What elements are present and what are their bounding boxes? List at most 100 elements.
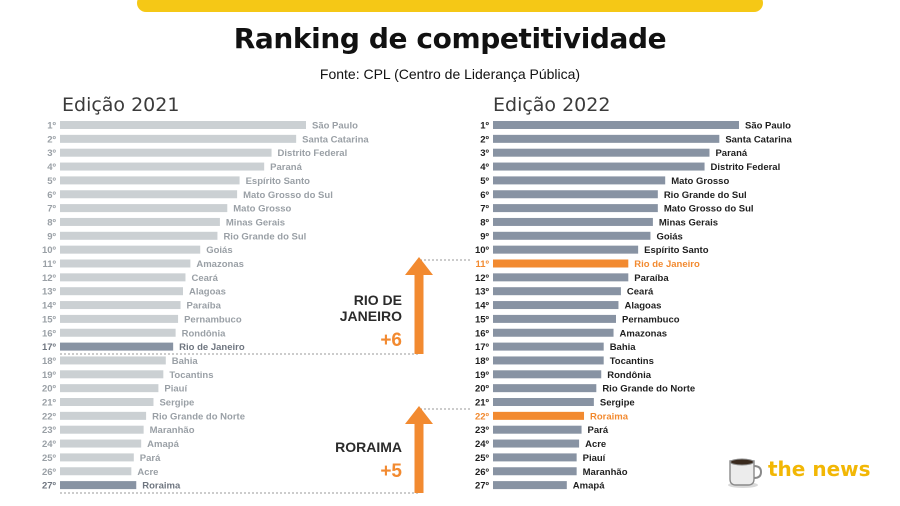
rank-label: 20º [475,384,490,395]
rank-label: 8º [480,217,489,228]
rank-label: 22º [42,411,57,422]
rank-label: 15º [475,314,490,325]
bar [60,217,220,226]
bar [493,190,658,199]
panel-2021: 1º São Paulo 2º Santa Catarina 3º Distrito Fe… [42,121,369,492]
state-label: Distrito Federal [711,162,781,173]
state-label: Distrito Federal [278,148,348,159]
rank-label: 14º [42,301,57,312]
state-label: Rondônia [182,328,227,339]
state-label: Mato Grosso do Sul [243,190,333,201]
rank-label: 17º [475,342,490,353]
bar [493,453,577,462]
bar [60,328,176,337]
rank-label: 19º [475,370,490,381]
bar [493,204,658,213]
bar [60,370,164,379]
bar [60,190,238,199]
annotation-label: RIO DE JANEIRO [339,292,402,324]
rank-label: 9º [47,231,56,242]
bar [493,439,580,448]
bar [493,301,619,310]
source-note: Fonte: CPL (Centro de Liderança Pública) [319,66,581,82]
roraima-annotation: RORAIMA +5 [290,439,402,483]
rank-label: 13º [42,287,57,298]
rank-label: 5º [480,176,489,187]
bar [60,231,218,240]
rank-label: 2º [47,134,56,145]
state-label: Rondônia [607,370,652,381]
bar [60,342,174,351]
rank-label: 26º [42,467,57,478]
state-label: Acre [585,439,606,450]
bar [60,148,272,157]
state-label: Maranhão [583,467,628,478]
bar [493,384,597,393]
state-label: Espírito Santo [644,245,709,256]
rank-label: 15º [42,314,57,325]
state-label: Tocantins [169,370,213,381]
bar [60,467,132,476]
bar [60,453,134,462]
state-label: Minas Gerais [659,217,718,228]
state-label: Roraima [142,481,181,492]
state-label: Amapá [573,481,605,492]
rank-label: 6º [480,190,489,201]
bar [60,287,183,296]
rank-label: 7º [47,204,56,215]
rank-label: 21º [42,398,57,409]
annotation-delta: +5 [380,461,402,482]
state-label: Mato Grosso [671,176,729,187]
bar [493,370,602,379]
up-arrow-icon [405,406,433,493]
state-label: Maranhão [150,425,195,436]
bar [493,398,594,406]
bar [60,384,159,393]
bar [493,411,585,420]
state-label: Rio Grande do Norte [152,411,245,422]
state-label: Alagoas [189,287,226,298]
state-label: Paraná [715,148,747,159]
state-label: Minas Gerais [226,217,285,228]
rank-label: 9º [480,231,489,242]
rank-label: 26º [475,467,490,478]
state-label: Pernambuco [622,314,680,325]
bar [60,273,186,282]
rank-label: 1º [480,121,489,132]
bar [60,301,181,310]
bar [493,176,666,185]
bar [60,121,306,129]
state-label: Espírito Santo [246,176,311,187]
bar [60,314,179,323]
page-title: Ranking de competitividade [233,22,667,55]
state-label: Amazonas [196,259,244,270]
brand-name: the news [768,457,871,481]
rank-label: 6º [47,190,56,201]
rank-label: 4º [480,162,489,173]
rank-label: 27º [42,481,57,492]
rank-label: 10º [42,245,57,256]
state-label: Paraíba [187,301,222,312]
state-label: Goiás [656,231,682,242]
bar [493,287,621,296]
rank-label: 1º [47,121,56,132]
rank-label: 13º [475,287,490,298]
bar [493,328,614,337]
rank-label: 2º [480,134,489,145]
state-label: Bahia [610,342,637,353]
coffee-cup-icon [728,458,763,488]
bar [493,231,651,240]
top-accent-bar [137,0,763,12]
bar [493,217,653,226]
rank-label: 23º [475,425,490,436]
bar [60,204,228,213]
bar [493,148,710,157]
state-label: Santa Catarina [725,134,792,145]
bar [493,245,639,254]
bar [60,425,144,434]
rank-label: 16º [42,328,57,339]
state-label: Amapá [147,439,179,450]
rio-de-janeiro-annotation: RIO DE JANEIRO +6 [290,292,402,352]
rank-label: 23º [42,425,57,436]
